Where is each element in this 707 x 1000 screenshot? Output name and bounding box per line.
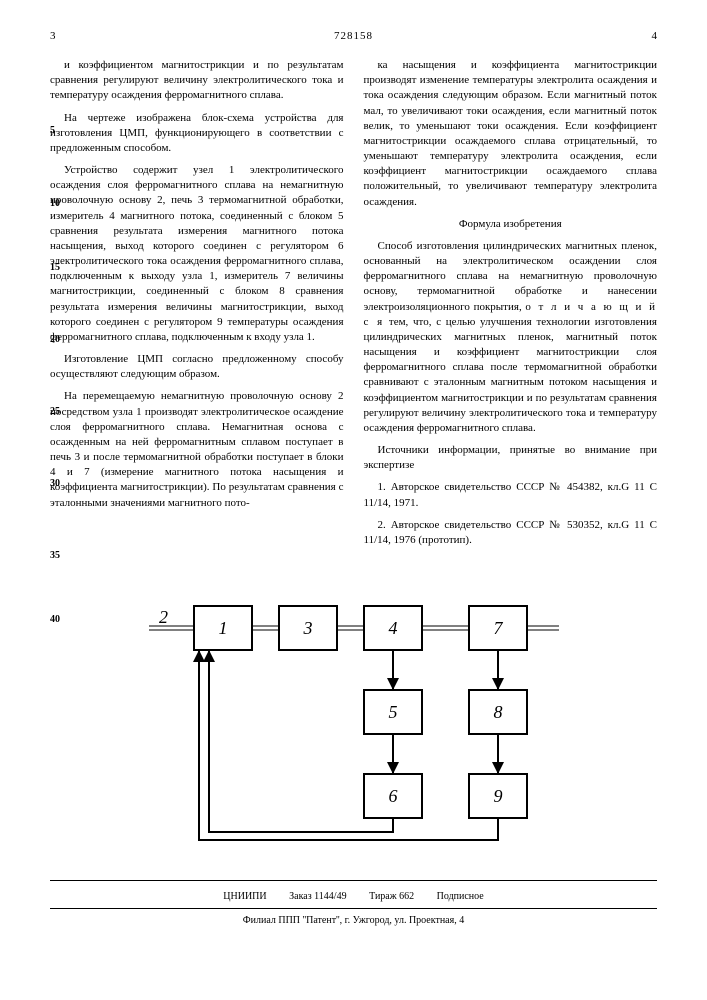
footer-address: Филиал ППП ''Патент'', г. Ужгород, ул. П… [50,908,657,926]
paragraph: ка насыщения и коэффициента магнитострик… [364,58,658,210]
svg-text:2: 2 [159,607,168,627]
svg-text:4: 4 [388,618,397,638]
paragraph: Изготовление ЦМП согласно предложенному … [50,352,344,382]
paragraph: и коэффициентом магнитострикции и по рез… [50,58,344,104]
footer-tirazh: Тираж 662 [369,891,414,902]
row-marker: 25 [50,406,60,417]
right-column: ка насыщения и коэффициента магнитострик… [364,58,658,555]
sources-title: Источники информации, принятые во вниман… [364,443,658,473]
row-marker: 10 [50,198,60,209]
svg-text:1: 1 [218,618,227,638]
page-num-left: 3 [50,30,56,42]
left-column: и коэффициентом магнитострикции и по рез… [50,58,344,555]
paragraph: Устройство содержит узел 1 электролитиче… [50,163,344,345]
svg-text:6: 6 [388,786,397,806]
footer-sign: Подписное [437,891,484,902]
row-marker: 15 [50,262,60,273]
paragraph: Способ изготовления цилиндрических магни… [364,239,658,436]
svg-text:9: 9 [493,786,502,806]
row-marker: 5 [50,125,55,136]
row-marker: 20 [50,334,60,345]
row-marker: 30 [50,478,60,489]
block-diagram: 2 1 3 4 7 5 8 6 9 [139,580,569,850]
row-marker: 40 [50,614,60,625]
paragraph: На перемещаемую немагнитную проволочную … [50,389,344,510]
footer-order: Заказ 1144/49 [289,891,346,902]
source-ref: 2. Авторское свидетельство СССР № 530352… [364,518,658,548]
svg-text:3: 3 [302,618,312,638]
svg-text:5: 5 [388,702,397,722]
footer: ЦНИИПИ Заказ 1144/49 Тираж 662 Подписное… [50,880,657,926]
row-marker: 35 [50,550,60,561]
svg-text:7: 7 [493,618,503,638]
footer-org: ЦНИИПИ [223,891,266,902]
source-ref: 1. Авторское свидетельство СССР № 454382… [364,480,658,510]
svg-text:8: 8 [493,702,502,722]
formula-title: Формула изобретения [364,217,658,232]
doc-number: 728158 [334,30,373,42]
page-num-right: 4 [652,30,658,42]
paragraph: На чертеже изображена блок-схема устройс… [50,111,344,157]
